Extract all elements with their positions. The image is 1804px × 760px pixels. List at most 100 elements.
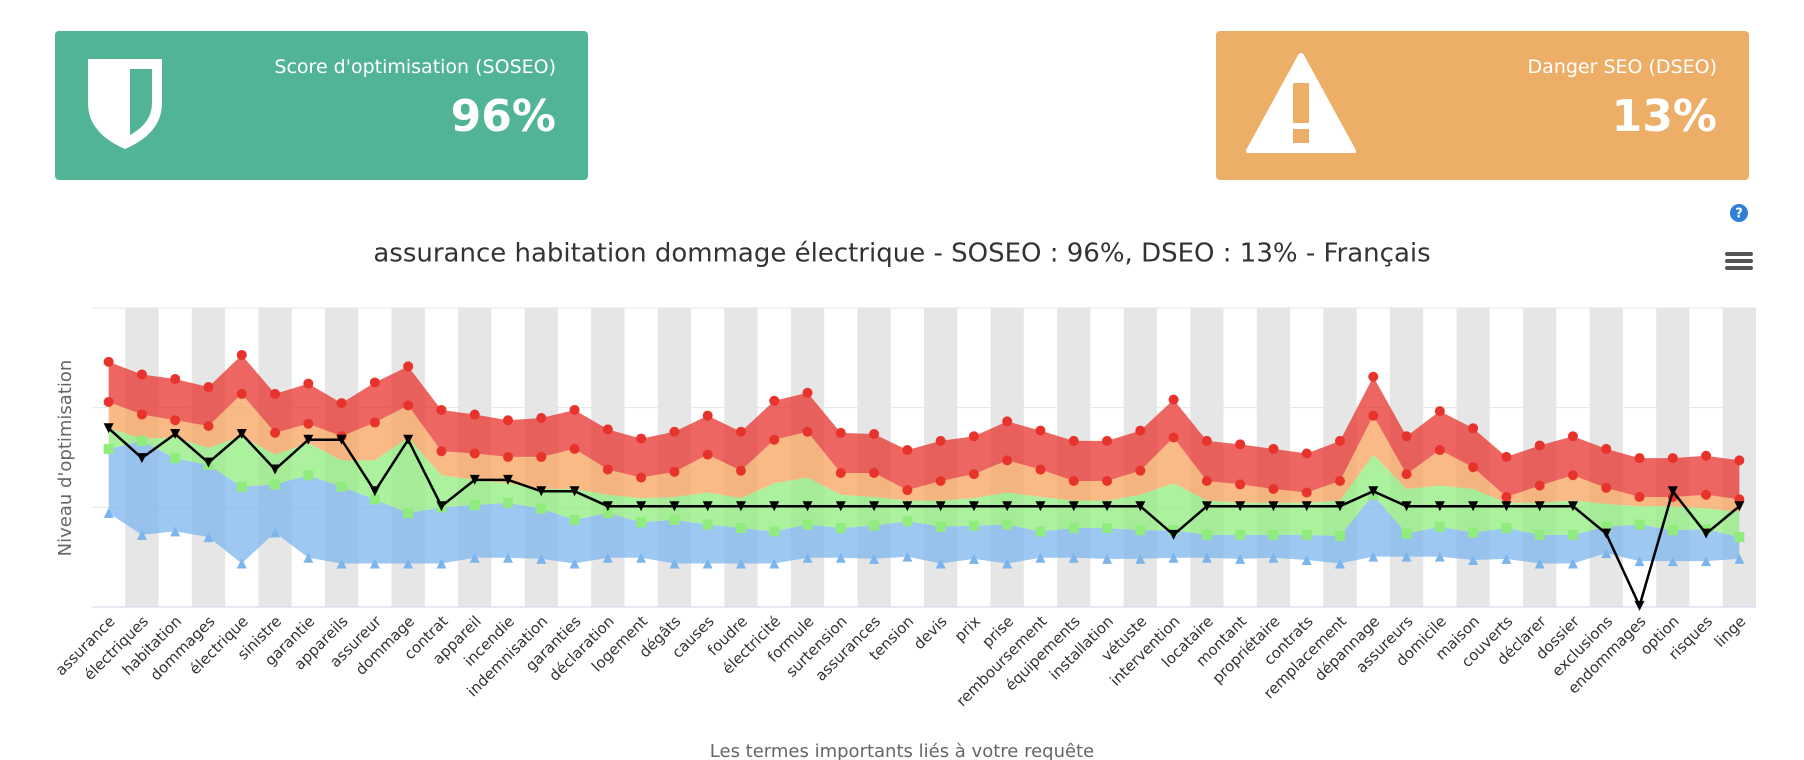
point xyxy=(1135,425,1146,436)
point xyxy=(303,378,314,389)
point xyxy=(503,497,513,508)
point xyxy=(1567,558,1578,569)
point xyxy=(869,467,880,478)
point xyxy=(569,404,580,415)
point xyxy=(503,552,513,563)
card-label: Danger SEO (DSEO) xyxy=(1527,56,1717,78)
point xyxy=(236,429,247,440)
point xyxy=(1667,556,1678,567)
point xyxy=(1468,527,1479,538)
point xyxy=(636,433,647,444)
point xyxy=(1634,519,1645,530)
point xyxy=(1135,525,1146,536)
point xyxy=(1235,553,1246,564)
point xyxy=(1601,482,1612,493)
shield-icon xyxy=(88,59,162,149)
point xyxy=(336,481,347,492)
point xyxy=(902,485,913,496)
point xyxy=(1301,501,1312,512)
point xyxy=(103,356,114,367)
point xyxy=(303,418,314,429)
point xyxy=(1667,453,1678,464)
point xyxy=(1634,600,1645,611)
point xyxy=(1268,484,1279,495)
help-icon[interactable] xyxy=(1730,204,1748,222)
point xyxy=(669,514,680,525)
danger-card: Danger SEO (DSEO) 13% xyxy=(1216,31,1749,180)
point xyxy=(203,457,214,468)
point xyxy=(636,501,647,512)
point xyxy=(170,453,181,464)
x-axis-label: Les termes importants liés à votre requê… xyxy=(710,741,1094,760)
point xyxy=(270,388,281,399)
point xyxy=(968,520,979,531)
point xyxy=(1501,553,1512,564)
point xyxy=(536,553,547,564)
point xyxy=(935,435,946,446)
point xyxy=(1368,371,1379,382)
point xyxy=(669,558,680,569)
point xyxy=(1634,556,1645,567)
point xyxy=(469,448,480,459)
point xyxy=(436,446,447,457)
point xyxy=(270,479,281,490)
point xyxy=(1434,406,1445,417)
point xyxy=(336,398,347,409)
point xyxy=(1567,470,1578,481)
point xyxy=(1734,455,1745,466)
x-tick-label: linge xyxy=(1711,612,1750,651)
point xyxy=(1434,501,1445,512)
point xyxy=(1035,464,1046,475)
point xyxy=(1268,501,1279,512)
point xyxy=(1634,492,1645,503)
point xyxy=(1335,475,1345,486)
point xyxy=(569,443,580,454)
point xyxy=(1401,501,1412,512)
point xyxy=(1268,529,1279,540)
point xyxy=(170,526,181,537)
point xyxy=(1534,529,1545,540)
point xyxy=(469,500,480,511)
help-icon-mark: ? xyxy=(1735,207,1743,222)
point xyxy=(735,558,746,569)
point xyxy=(1102,522,1113,533)
point xyxy=(1335,558,1345,569)
point xyxy=(869,520,880,531)
point xyxy=(203,532,214,543)
point xyxy=(1567,501,1578,512)
point xyxy=(1235,501,1246,512)
menu-button[interactable] xyxy=(1725,252,1753,270)
point xyxy=(902,516,913,527)
point xyxy=(236,388,247,399)
point xyxy=(436,501,447,512)
point xyxy=(1168,394,1179,405)
point xyxy=(403,558,414,569)
point xyxy=(136,369,147,380)
point xyxy=(103,396,114,407)
area-band xyxy=(108,428,1740,538)
point xyxy=(1335,435,1345,446)
point xyxy=(503,474,513,485)
point xyxy=(602,464,613,475)
point xyxy=(1701,556,1712,567)
point xyxy=(403,400,414,411)
point xyxy=(1701,450,1712,461)
point xyxy=(1235,529,1246,540)
point xyxy=(1301,448,1312,459)
chart-title: assurance habitation dommage électrique … xyxy=(373,239,1430,269)
point xyxy=(203,420,214,431)
area-band xyxy=(108,354,1740,500)
point xyxy=(702,449,713,460)
point xyxy=(1201,501,1212,512)
point xyxy=(1201,552,1212,563)
point xyxy=(1201,529,1212,540)
x-tick-label: devis xyxy=(910,612,951,653)
point xyxy=(1168,529,1179,540)
plot xyxy=(92,307,1756,611)
point xyxy=(270,427,281,438)
point xyxy=(1135,553,1146,564)
point xyxy=(1002,416,1013,427)
area-band xyxy=(108,440,1740,564)
point xyxy=(369,377,380,388)
point xyxy=(802,501,813,512)
